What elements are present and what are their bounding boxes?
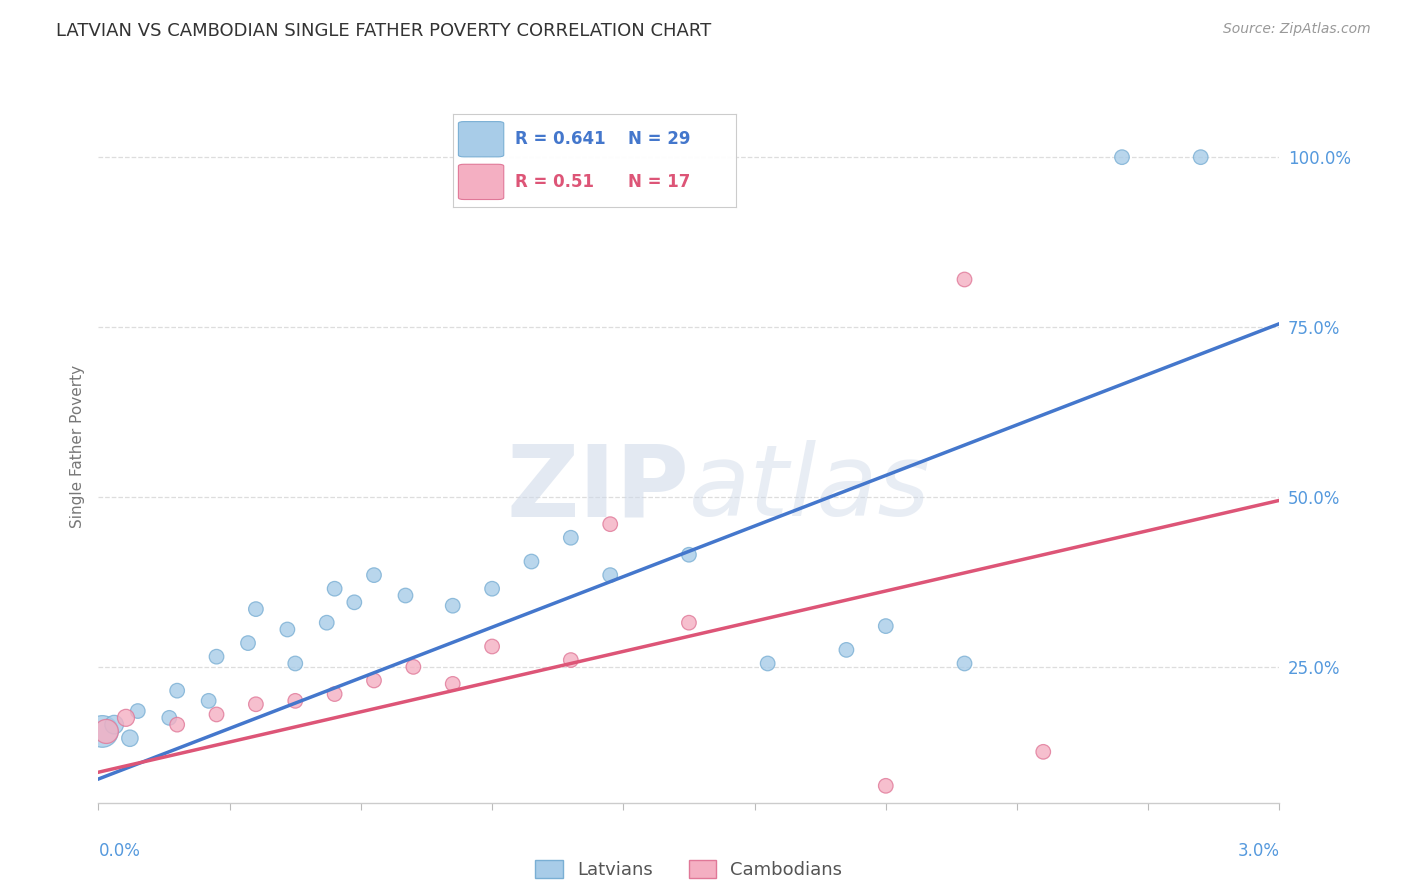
Point	[96, 724, 118, 739]
Point	[560, 653, 582, 667]
Point	[835, 643, 858, 657]
Point	[1111, 150, 1133, 164]
Point	[394, 589, 416, 603]
Text: ZIP: ZIP	[506, 441, 689, 537]
Legend: Latvians, Cambodians: Latvians, Cambodians	[529, 853, 849, 887]
Point	[875, 619, 897, 633]
Y-axis label: Single Father Poverty: Single Father Poverty	[69, 365, 84, 527]
Text: 3.0%: 3.0%	[1237, 842, 1279, 860]
Point	[91, 724, 114, 739]
Point	[953, 657, 976, 671]
Text: 0.0%: 0.0%	[98, 842, 141, 860]
Point	[441, 599, 464, 613]
Text: R = 0.51: R = 0.51	[515, 173, 595, 191]
Point	[197, 694, 219, 708]
Point	[678, 615, 700, 630]
Point	[599, 517, 621, 532]
Text: Source: ZipAtlas.com: Source: ZipAtlas.com	[1223, 22, 1371, 37]
Point	[284, 657, 307, 671]
FancyBboxPatch shape	[458, 164, 503, 200]
Point	[875, 779, 897, 793]
Point	[103, 717, 125, 731]
Point	[678, 548, 700, 562]
Point	[315, 615, 337, 630]
Point	[363, 568, 385, 582]
Point	[363, 673, 385, 688]
Text: LATVIAN VS CAMBODIAN SINGLE FATHER POVERTY CORRELATION CHART: LATVIAN VS CAMBODIAN SINGLE FATHER POVER…	[56, 22, 711, 40]
Point	[481, 582, 503, 596]
Point	[953, 272, 976, 286]
Point	[1189, 150, 1212, 164]
Point	[402, 660, 425, 674]
FancyBboxPatch shape	[458, 121, 503, 157]
Point	[343, 595, 366, 609]
Point	[599, 568, 621, 582]
Point	[166, 683, 188, 698]
Point	[323, 582, 346, 596]
Point	[205, 649, 228, 664]
Text: R = 0.641: R = 0.641	[515, 130, 606, 148]
Text: N = 17: N = 17	[628, 173, 690, 191]
Point	[205, 707, 228, 722]
Point	[115, 711, 138, 725]
Point	[127, 704, 149, 718]
Point	[481, 640, 503, 654]
Point	[560, 531, 582, 545]
Text: atlas: atlas	[689, 441, 931, 537]
Point	[1032, 745, 1054, 759]
Point	[276, 623, 298, 637]
Point	[245, 602, 267, 616]
Point	[441, 677, 464, 691]
Point	[157, 711, 180, 725]
Point	[118, 731, 141, 746]
Point	[323, 687, 346, 701]
Point	[756, 657, 779, 671]
Point	[245, 698, 267, 712]
Point	[284, 694, 307, 708]
Text: N = 29: N = 29	[628, 130, 690, 148]
Point	[520, 555, 543, 569]
Point	[236, 636, 259, 650]
Point	[166, 717, 188, 731]
